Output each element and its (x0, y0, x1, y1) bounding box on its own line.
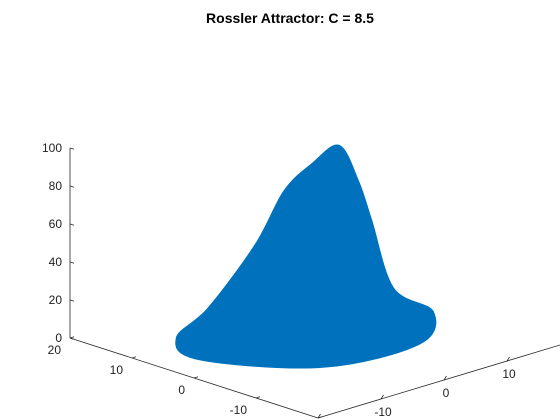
chart-title: Rossler Attractor: C = 8.5 (206, 10, 374, 26)
axes (69, 147, 560, 419)
y-tick-label: 0 (178, 383, 185, 397)
y-tick-label: 10 (110, 363, 124, 377)
z-tick-label: 20 (49, 293, 63, 307)
attractor-trajectory (175, 144, 437, 369)
y-tick-mark (193, 376, 199, 379)
z-tick-label: 100 (42, 141, 62, 155)
z-tick-mark (69, 147, 75, 150)
z-tick-mark (69, 261, 75, 264)
z-tick-mark (69, 185, 75, 188)
z-tick-mark (69, 299, 75, 302)
y-tick-label: 20 (48, 343, 62, 357)
z-tick-label: 0 (55, 331, 62, 345)
attractor-surface (175, 144, 437, 369)
x-tick-mark (443, 375, 447, 381)
z-tick-mark (69, 337, 75, 340)
z-tick-label: 60 (49, 217, 63, 231)
y-tick-label: -10 (230, 403, 248, 417)
z-tick-label: 80 (49, 179, 63, 193)
x-tick-mark (380, 394, 384, 400)
z-tick-mark (69, 223, 75, 226)
y-tick-mark (255, 396, 261, 399)
x-tick-mark (317, 413, 321, 419)
y-tick-mark (317, 416, 323, 419)
x-tick-label: 0 (443, 386, 450, 400)
y-tick-mark (131, 356, 137, 359)
x-tick-label: 10 (502, 367, 516, 381)
z-tick-label: 40 (49, 255, 63, 269)
x-tick-mark (506, 356, 510, 362)
x-tick-label: -10 (374, 405, 392, 419)
